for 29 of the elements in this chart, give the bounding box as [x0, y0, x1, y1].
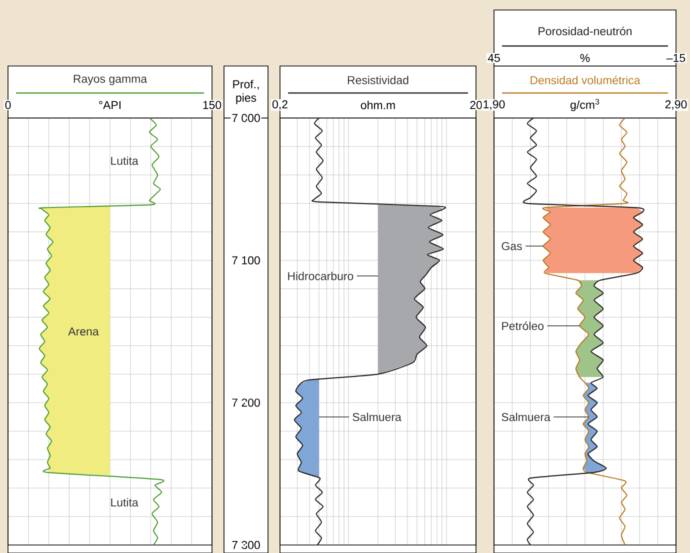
annotation: Salmuera [352, 412, 402, 422]
annotation: Lutita [111, 156, 138, 165]
x-axis-title: g/cm$^{3}$ [570, 98, 600, 112]
annotation: Petróleo [502, 322, 544, 330]
annotation: Salmuera [502, 412, 550, 422]
y-axis-title: Prof., pies [233, 80, 259, 104]
text: Porosidad-neutrón [538, 26, 632, 36]
text: Rayos gamma [74, 74, 148, 86]
x2-tick-label: –15 [666, 54, 686, 62]
x-tick-label: 20 [470, 100, 482, 110]
x-tick-label: 150 [203, 100, 222, 110]
text: Resistividad [348, 76, 408, 84]
x2-tick-label: 45 [488, 54, 500, 62]
y-tick-label: 7 100 [232, 256, 260, 264]
y-tick-label: 7 300 [232, 540, 260, 550]
annotation: Lutita [111, 498, 138, 507]
x2-axis-title: % [580, 54, 590, 62]
x-tick-label: 2,90 [665, 100, 687, 110]
x-axis-title: °API [99, 100, 121, 110]
x-tick-label: 0 [5, 100, 11, 110]
y-tick-label: 7 200 [232, 398, 260, 407]
x-axis-title: ohm.m [360, 100, 395, 110]
x-tick-label: 1,90 [484, 100, 505, 110]
x-tick-label: 0,2 [272, 100, 288, 110]
annotation: Hidrocarburo [288, 272, 354, 280]
text: Densidad volumétrica [530, 76, 640, 84]
annotation: Arena [68, 327, 99, 336]
y-tick-label: 7 000 [232, 114, 260, 122]
annotation: Gas [502, 242, 522, 250]
